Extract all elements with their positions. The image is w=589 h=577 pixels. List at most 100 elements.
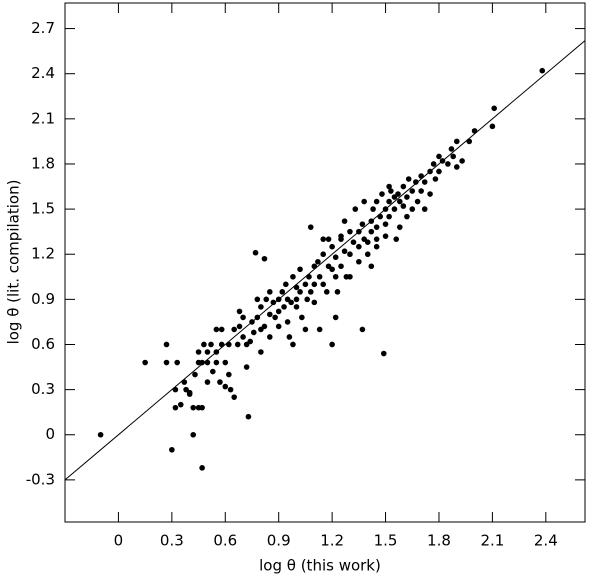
data-point [254,314,261,321]
data-point [270,299,277,306]
plot-frame [64,2,586,523]
data-point [222,359,229,366]
data-point [316,326,323,333]
data-point [373,198,380,205]
data-point [227,386,234,393]
data-point [181,379,188,385]
data-point [432,176,439,182]
data-point [174,359,180,366]
y-tick-label: 0 [45,425,55,443]
data-point [231,394,237,400]
data-point [347,251,353,258]
data-point [288,299,294,306]
data-point [217,379,223,385]
data-point [453,138,460,145]
data-point [213,359,220,366]
data-point [421,206,428,212]
data-point [250,329,257,336]
data-point [201,341,207,348]
data-point [142,359,148,366]
data-point [236,308,243,315]
data-point [323,289,330,295]
data-point [302,281,309,288]
data-point [234,341,241,348]
data-point [400,203,407,209]
data-point [316,273,323,280]
data-point [466,138,473,145]
data-point [306,273,312,280]
data-point [204,359,211,366]
data-point [272,314,278,321]
data-point [240,334,246,340]
y-tick-label: 1.8 [31,154,55,172]
data-point [489,123,496,130]
data-point [418,173,424,179]
data-point [169,446,175,453]
x-tick-label: 0.9 [267,532,291,550]
data-point [281,304,287,310]
data-point [218,326,225,333]
data-point [307,224,314,230]
data-point [427,168,433,175]
y-tick-label: 1.2 [31,245,55,263]
data-point [379,191,385,197]
data-point [436,168,442,175]
data-point [439,158,446,164]
data-point [382,221,389,227]
x-tick-label: 1.8 [427,532,451,550]
data-point [226,371,232,378]
data-point [190,431,197,438]
data-point [368,218,375,224]
y-tick-label: 0.3 [31,380,55,398]
data-point [283,281,289,288]
data-point [218,341,225,348]
data-point [297,289,303,295]
data-point [208,341,214,348]
data-point [290,341,296,348]
data-point [290,273,296,280]
data-point [329,266,335,273]
data-point [393,236,400,242]
data-point [315,258,321,265]
data-point [341,248,348,255]
data-point [190,404,197,411]
data-point [404,213,410,220]
data-point [396,224,403,230]
data-point [293,284,300,291]
data-point [192,371,198,378]
data-point [236,323,243,330]
data-point [334,289,341,295]
data-point [350,239,357,245]
data-point [172,404,179,411]
data-point [245,413,252,420]
data-point [266,311,273,318]
data-point [356,243,362,250]
data-point [172,386,179,393]
data-point [297,266,303,273]
data-point [382,206,389,212]
y-tick-label: 0.9 [31,290,55,308]
data-point [368,228,375,235]
data-point [329,341,335,348]
data-point [382,233,389,239]
data-point [373,224,380,230]
data-point [311,263,318,270]
data-point [391,206,398,212]
x-tick-label: 0.6 [213,532,237,550]
data-point [377,213,384,220]
data-point [347,228,353,235]
data-point [341,218,348,224]
x-tick-label: 2.1 [480,532,504,550]
data-point [284,319,291,325]
data-point [386,198,392,205]
data-point [249,319,255,325]
data-point [352,206,359,212]
y-axis-label: log θ (lit. compilation) [5,180,23,345]
data-point [299,314,305,321]
data-point [204,379,211,385]
x-tick-label: 1.2 [320,532,344,550]
data-point [320,281,327,288]
data-point [199,465,205,471]
data-point [261,323,268,330]
